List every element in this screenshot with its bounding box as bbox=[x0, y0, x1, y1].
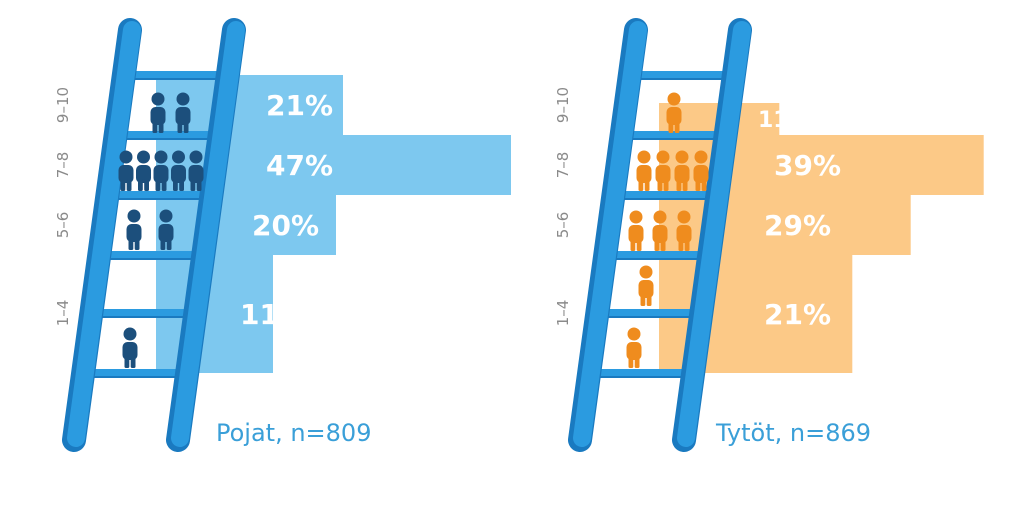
girls-rung-4 bbox=[597, 309, 702, 317]
girls-figure-2-0 bbox=[628, 210, 644, 251]
boys-rung-4 bbox=[91, 309, 196, 317]
boys-figure-1-0 bbox=[118, 150, 134, 191]
girls-rung-2 bbox=[613, 191, 718, 199]
girls-rung-0 bbox=[629, 71, 734, 79]
boys-figure-3-0 bbox=[122, 327, 138, 368]
boys-panel: 21% 47% 20% 11% 9–10 7–8 5–6 1–4 Pojat, n=809 bbox=[54, 18, 511, 452]
boys-pct-label-3: 11% bbox=[240, 298, 307, 331]
boys-rung-5 bbox=[83, 369, 188, 377]
girls-rail-1 bbox=[677, 21, 751, 447]
girls-category-0: 9–10 bbox=[554, 87, 572, 123]
girls-pct-label-2: 29% bbox=[764, 209, 831, 242]
boys-figure-2-1 bbox=[158, 209, 174, 250]
boys-ladder bbox=[62, 18, 246, 452]
boys-rung-shadow-4 bbox=[91, 316, 196, 318]
boys-rung-shadow-3 bbox=[99, 258, 204, 260]
boys-category-3: 1–4 bbox=[54, 300, 72, 327]
girls-pct-label-0: 11% bbox=[758, 108, 811, 133]
girls-rung-5 bbox=[589, 369, 694, 377]
girls-figure-1-3 bbox=[693, 150, 709, 191]
boys-figure-1-3 bbox=[171, 150, 186, 191]
girls-figure-0-0 bbox=[666, 92, 682, 133]
girls-rung-shadow-4 bbox=[597, 316, 702, 318]
boys-categories: 9–10 7–8 5–6 1–4 bbox=[54, 87, 72, 326]
girls-rung-3 bbox=[605, 251, 710, 259]
girls-figure-2-2 bbox=[676, 210, 692, 251]
girls-rung-shadow-5 bbox=[589, 376, 694, 378]
boys-category-0: 9–10 bbox=[54, 87, 72, 123]
boys-figure-1-4 bbox=[188, 150, 204, 191]
boys-rail-0 bbox=[67, 21, 141, 447]
girls-figure-2-1 bbox=[652, 210, 668, 251]
girls-panel: 11% 39% 29% 21% 9–10 7–8 5–6 1–4 Tytöt, n=869 bbox=[554, 18, 984, 452]
boys-rung-3 bbox=[99, 251, 204, 259]
boys-figure-1-1 bbox=[136, 150, 151, 191]
boys-category-2: 5–6 bbox=[54, 212, 72, 239]
boys-figure-0-1 bbox=[175, 92, 191, 133]
boys-rail-1 bbox=[171, 21, 245, 447]
boys-bar-2 bbox=[156, 195, 336, 255]
girls-rung-shadow-1 bbox=[621, 138, 726, 140]
boys-rung-2 bbox=[107, 191, 212, 199]
boys-figure-1-2 bbox=[153, 150, 169, 191]
girls-figures bbox=[626, 92, 709, 368]
girls-labels: 11% 39% 29% 21% bbox=[758, 108, 841, 331]
boys-figures bbox=[118, 92, 204, 368]
boys-figure-2-0 bbox=[126, 209, 142, 250]
boys-rung-shadow-2 bbox=[107, 198, 212, 200]
girls-category-2: 5–6 bbox=[554, 212, 572, 239]
girls-pct-label-3: 21% bbox=[764, 298, 831, 331]
boys-rung-shadow-5 bbox=[83, 376, 188, 378]
girls-rung-shadow-2 bbox=[613, 198, 718, 200]
boys-rung-shadow-0 bbox=[123, 78, 228, 80]
boys-figure-0-0 bbox=[150, 92, 166, 133]
girls-pct-label-1: 39% bbox=[774, 149, 841, 182]
girls-figure-1-0 bbox=[636, 150, 652, 191]
boys-labels: 21% 47% 20% 11% bbox=[240, 89, 333, 331]
girls-category-1: 7–8 bbox=[554, 152, 572, 179]
boys-caption: Pojat, n=809 bbox=[216, 419, 371, 447]
boys-pct-label-1: 47% bbox=[266, 149, 333, 182]
girls-categories: 9–10 7–8 5–6 1–4 bbox=[554, 87, 572, 326]
girls-figure-1-2 bbox=[674, 150, 690, 191]
girls-rail-0 bbox=[573, 21, 647, 447]
boys-pct-label-0: 21% bbox=[266, 89, 333, 122]
boys-rung-1 bbox=[115, 131, 220, 139]
girls-caption: Tytöt, n=869 bbox=[715, 419, 871, 447]
girls-figure-3-1 bbox=[626, 327, 642, 368]
boys-rung-shadow-1 bbox=[115, 138, 220, 140]
boys-category-1: 7–8 bbox=[54, 152, 72, 179]
boys-pct-label-2: 20% bbox=[252, 209, 319, 242]
girls-rung-shadow-3 bbox=[605, 258, 710, 260]
girls-ladder bbox=[568, 18, 752, 452]
boys-rung-0 bbox=[123, 71, 228, 79]
girls-category-3: 1–4 bbox=[554, 300, 572, 327]
girls-rung-shadow-0 bbox=[629, 78, 734, 80]
girls-figure-1-1 bbox=[655, 150, 671, 191]
girls-figure-3-0 bbox=[638, 265, 654, 306]
girls-rung-1 bbox=[621, 131, 726, 139]
